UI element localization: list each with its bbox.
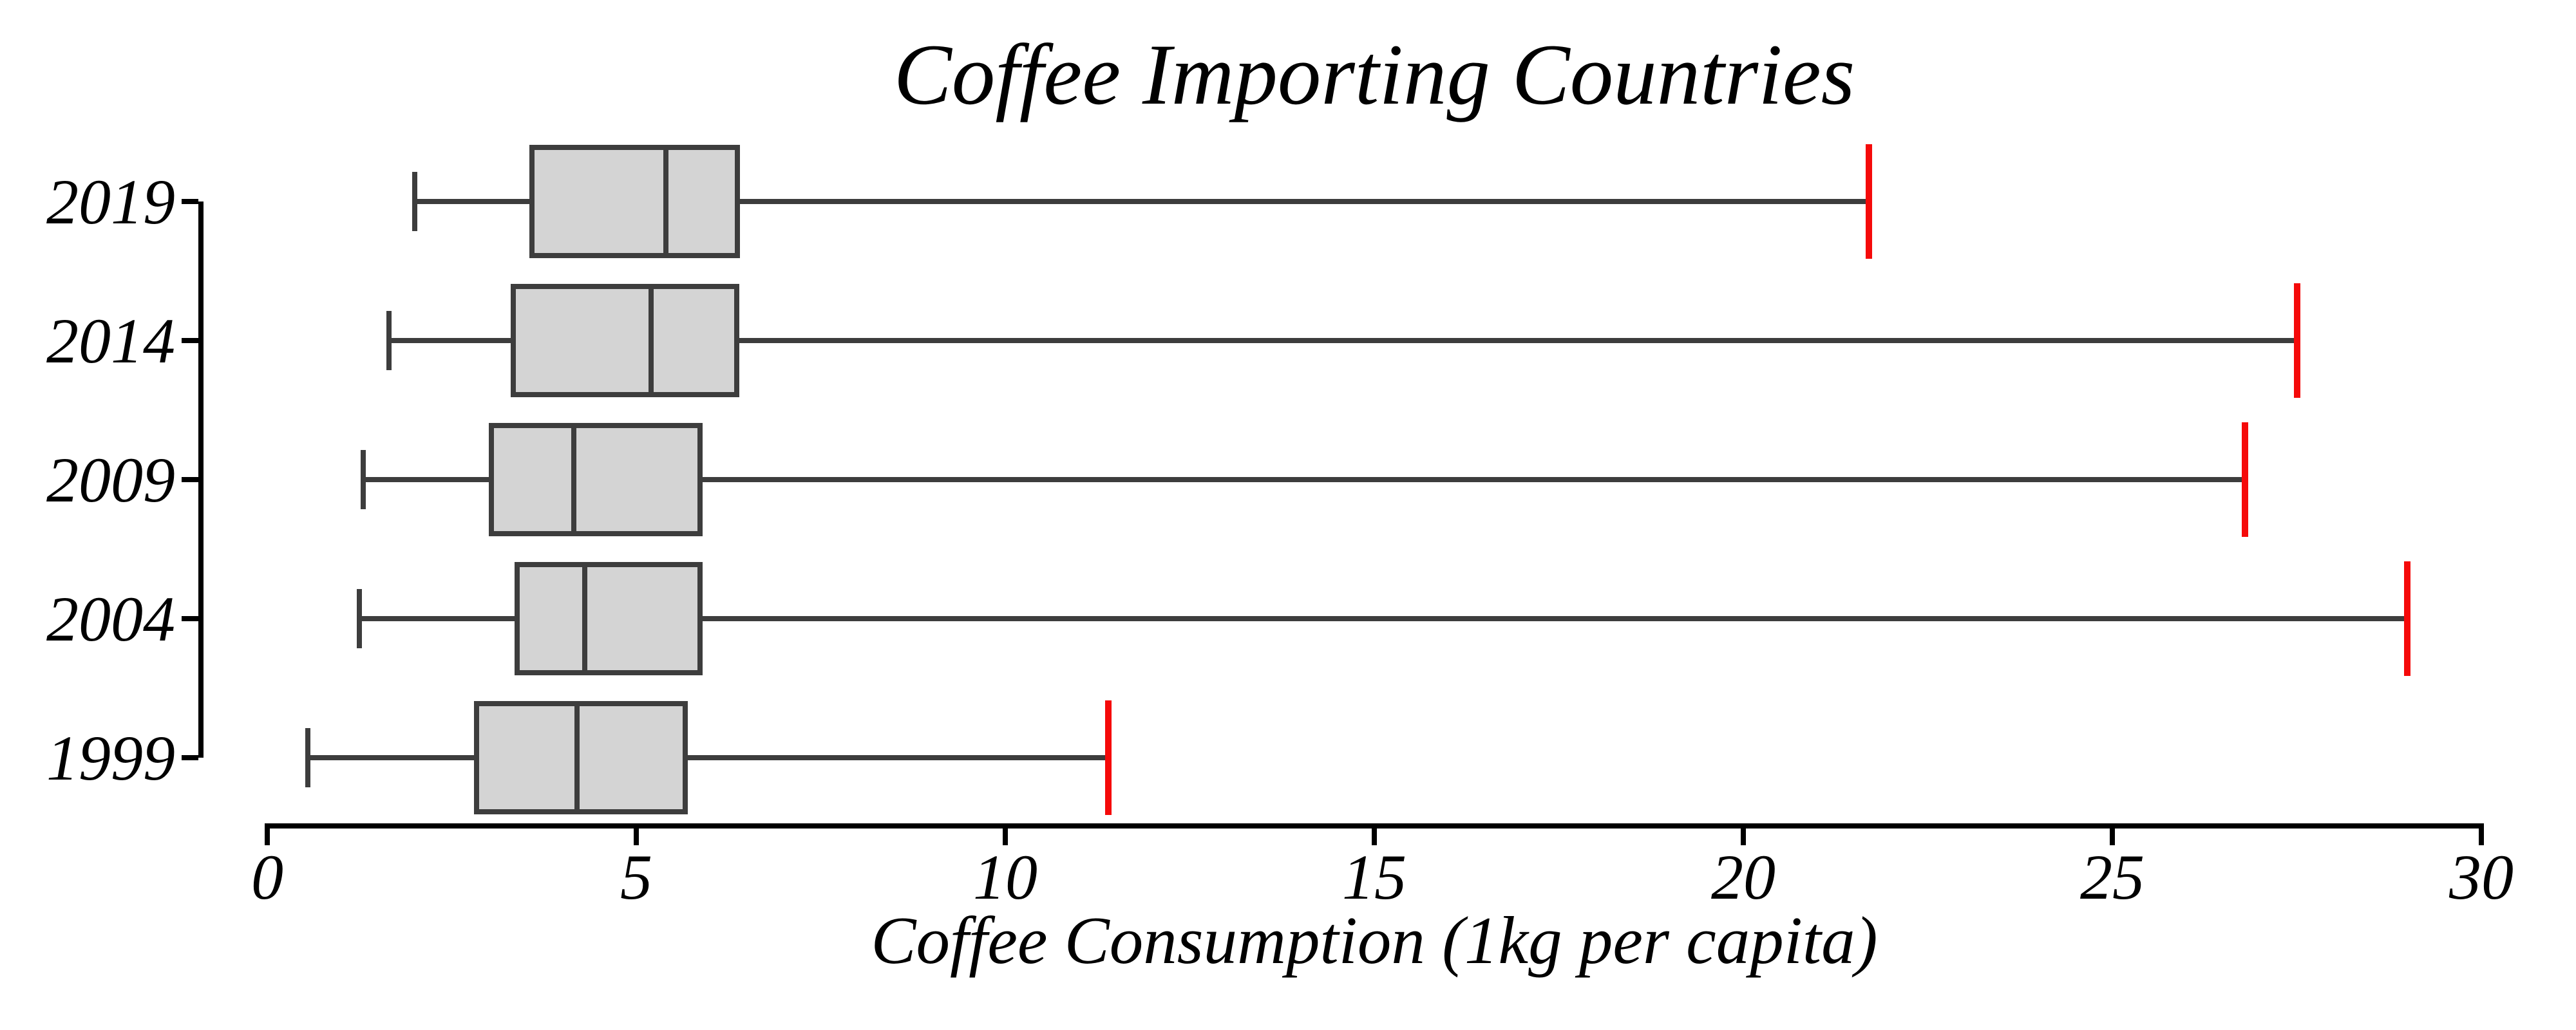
whisker-cap-max-red bbox=[2294, 283, 2300, 398]
y-tick-label: 1999 bbox=[46, 722, 175, 794]
x-tick-label: 30 bbox=[2449, 841, 2514, 913]
x-tick-label: 25 bbox=[2080, 841, 2145, 913]
median-line bbox=[663, 145, 668, 258]
x-tick-label: 20 bbox=[1711, 841, 1776, 913]
y-tick bbox=[182, 755, 198, 760]
x-tick bbox=[2110, 829, 2115, 845]
y-tick-label: 2014 bbox=[46, 305, 175, 377]
whisker-line-right bbox=[739, 338, 2297, 343]
x-tick bbox=[634, 829, 639, 845]
y-tick bbox=[182, 199, 198, 204]
whisker-line-left bbox=[363, 477, 489, 482]
x-tick bbox=[1372, 829, 1377, 845]
box bbox=[529, 145, 740, 258]
whisker-cap-min bbox=[305, 728, 310, 787]
box bbox=[489, 423, 703, 536]
median-line bbox=[649, 284, 654, 397]
whisker-cap-max-red bbox=[1866, 144, 1872, 259]
chart-title: Coffee Importing Countries bbox=[893, 27, 1855, 123]
x-tick-label: 0 bbox=[251, 841, 283, 913]
whisker-cap-min bbox=[357, 589, 362, 648]
x-axis-label: Coffee Consumption (1kg per capita) bbox=[871, 903, 1878, 978]
whisker-cap-max-red bbox=[2404, 561, 2410, 676]
box bbox=[474, 701, 688, 814]
y-tick bbox=[182, 338, 198, 343]
y-axis-line bbox=[198, 201, 204, 758]
x-tick bbox=[1741, 829, 1746, 845]
whisker-cap-max-red bbox=[2242, 422, 2248, 537]
whisker-line-right bbox=[688, 755, 1108, 760]
whisker-cap-max-red bbox=[1105, 700, 1112, 815]
box bbox=[511, 284, 739, 397]
x-tick-label: 15 bbox=[1342, 841, 1406, 913]
x-tick bbox=[265, 829, 270, 845]
whisker-line-right bbox=[739, 199, 1868, 204]
y-tick-label: 2019 bbox=[46, 166, 175, 238]
y-tick bbox=[182, 616, 198, 621]
median-line bbox=[582, 562, 587, 675]
y-tick-label: 2009 bbox=[46, 444, 175, 516]
x-tick bbox=[1003, 829, 1008, 845]
whisker-line-right bbox=[703, 616, 2407, 621]
whisker-cap-min bbox=[386, 311, 392, 370]
x-tick bbox=[2479, 829, 2484, 845]
x-tick-label: 5 bbox=[620, 841, 652, 913]
whisker-line-right bbox=[703, 477, 2245, 482]
whisker-line-left bbox=[359, 616, 515, 621]
x-axis-line bbox=[265, 823, 2484, 829]
whisker-cap-min bbox=[412, 172, 417, 231]
whisker-line-left bbox=[415, 199, 529, 204]
x-tick-label: 10 bbox=[973, 841, 1037, 913]
median-line bbox=[571, 423, 576, 536]
whisker-line-left bbox=[389, 338, 511, 343]
whisker-line-left bbox=[308, 755, 474, 760]
y-tick-label: 2004 bbox=[46, 583, 175, 655]
whisker-cap-min bbox=[361, 450, 366, 509]
box bbox=[515, 562, 703, 675]
median-line bbox=[574, 701, 580, 814]
y-tick bbox=[182, 477, 198, 482]
